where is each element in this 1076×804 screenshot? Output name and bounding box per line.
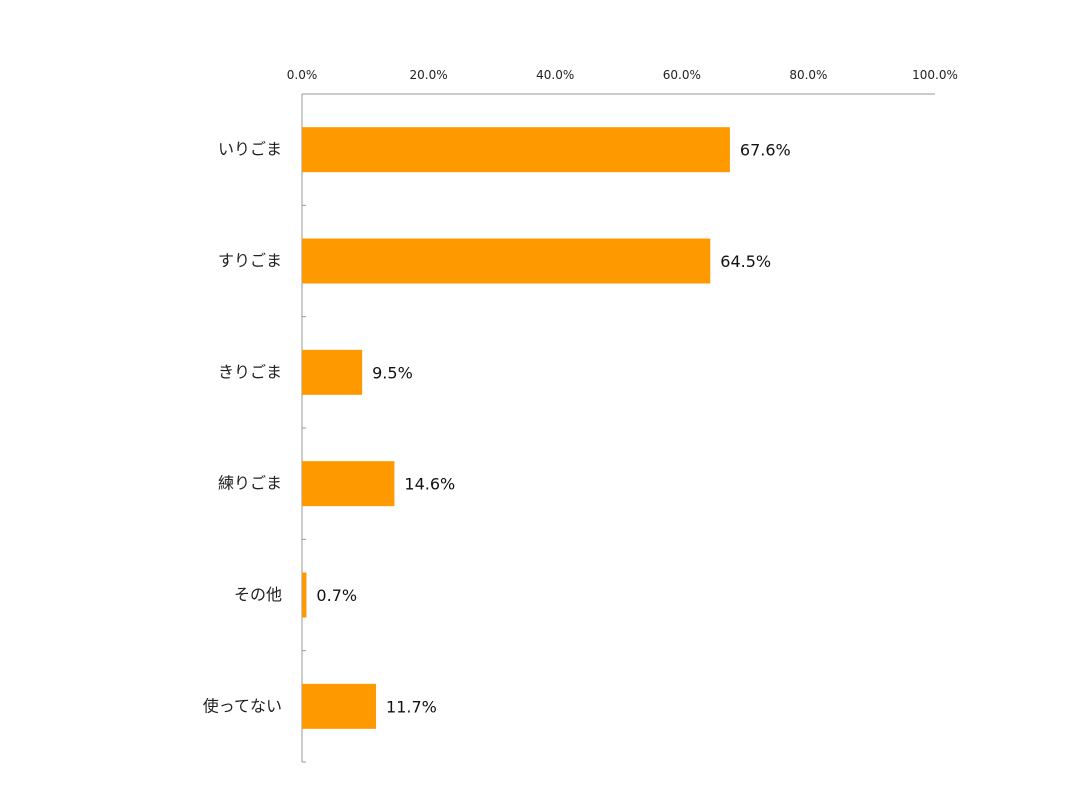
category-label: その他	[234, 585, 282, 604]
data-label: 67.6%	[740, 141, 791, 160]
bars	[302, 127, 730, 729]
bar	[302, 238, 711, 284]
x-tick-label: 0.0%	[287, 68, 318, 82]
data-label: 14.6%	[404, 475, 455, 494]
x-tick-label: 100.0%	[912, 68, 958, 82]
y-axis	[301, 94, 306, 763]
category-label: 練りごま	[218, 474, 282, 493]
x-tick-label: 60.0%	[663, 68, 701, 82]
bar	[302, 683, 377, 729]
data-label: 11.7%	[386, 697, 437, 716]
x-tick-label: 40.0%	[536, 68, 574, 82]
data-labels: 67.6% 64.5% 9.5% 14.6% 0.7% 11.7%	[316, 141, 790, 717]
category-label: きりごま	[218, 362, 282, 381]
bar	[302, 461, 395, 507]
data-label: 9.5%	[372, 363, 413, 382]
bar	[302, 349, 363, 395]
category-label: すりごま	[218, 251, 282, 270]
category-label: いりごま	[218, 140, 282, 159]
x-tick-label: 80.0%	[789, 68, 827, 82]
x-tick-label: 20.0%	[410, 68, 448, 82]
bar	[302, 127, 730, 173]
x-axis-ticks: 0.0% 20.0% 40.0% 60.0% 80.0% 100.0%	[287, 68, 958, 82]
category-label: 使ってない	[203, 696, 282, 715]
data-label: 64.5%	[720, 252, 771, 271]
data-label: 0.7%	[316, 586, 357, 605]
bar	[302, 572, 307, 618]
